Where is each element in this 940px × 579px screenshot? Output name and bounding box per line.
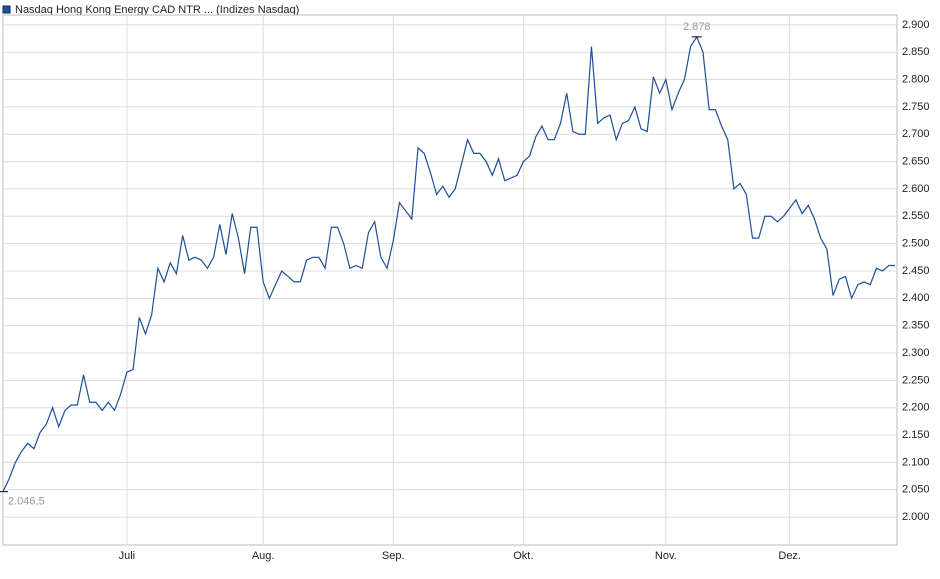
y-tick-label: 2.100: [902, 456, 930, 468]
y-tick-label: 2.200: [902, 402, 930, 414]
plot-frame: [2, 14, 898, 546]
x-tick-label: Aug.: [252, 550, 275, 562]
chart-title: Nasdaq Hong Kong Energy CAD NTR ... (Ind…: [15, 4, 299, 16]
y-tick-label: 2.800: [902, 73, 930, 85]
y-tick-label: 2.600: [902, 183, 930, 195]
y-tick-label: 2.550: [902, 210, 930, 222]
x-tick-label: Dez.: [778, 550, 801, 562]
y-tick-label: 2.750: [902, 101, 930, 113]
y-tick-label: 2.400: [902, 292, 930, 304]
y-tick-label: 2.300: [902, 347, 930, 359]
y-tick-label: 2.500: [902, 238, 930, 250]
y-tick-label: 2.150: [902, 429, 930, 441]
y-tick-label: 2.250: [902, 374, 930, 386]
x-tick-label: Sep.: [382, 550, 405, 562]
y-tick-label: 2.900: [902, 19, 930, 31]
annotation-label: 2.878: [683, 21, 711, 33]
x-tick-label: Juli: [119, 550, 136, 562]
y-tick-label: 2.700: [902, 128, 930, 140]
annotation-label: 2.046,5: [8, 496, 45, 508]
y-tick-label: 2.650: [902, 155, 930, 167]
y-tick-label: 2.450: [902, 265, 930, 277]
x-tick-label: Nov.: [655, 550, 677, 562]
y-tick-label: 2.050: [902, 484, 930, 496]
legend-swatch: [2, 5, 11, 14]
line-series: [2, 35, 895, 492]
y-tick-label: 2.850: [902, 46, 930, 58]
y-tick-label: 2.000: [902, 511, 930, 523]
y-tick-label: 2.350: [902, 320, 930, 332]
x-tick-label: Okt.: [513, 550, 533, 562]
